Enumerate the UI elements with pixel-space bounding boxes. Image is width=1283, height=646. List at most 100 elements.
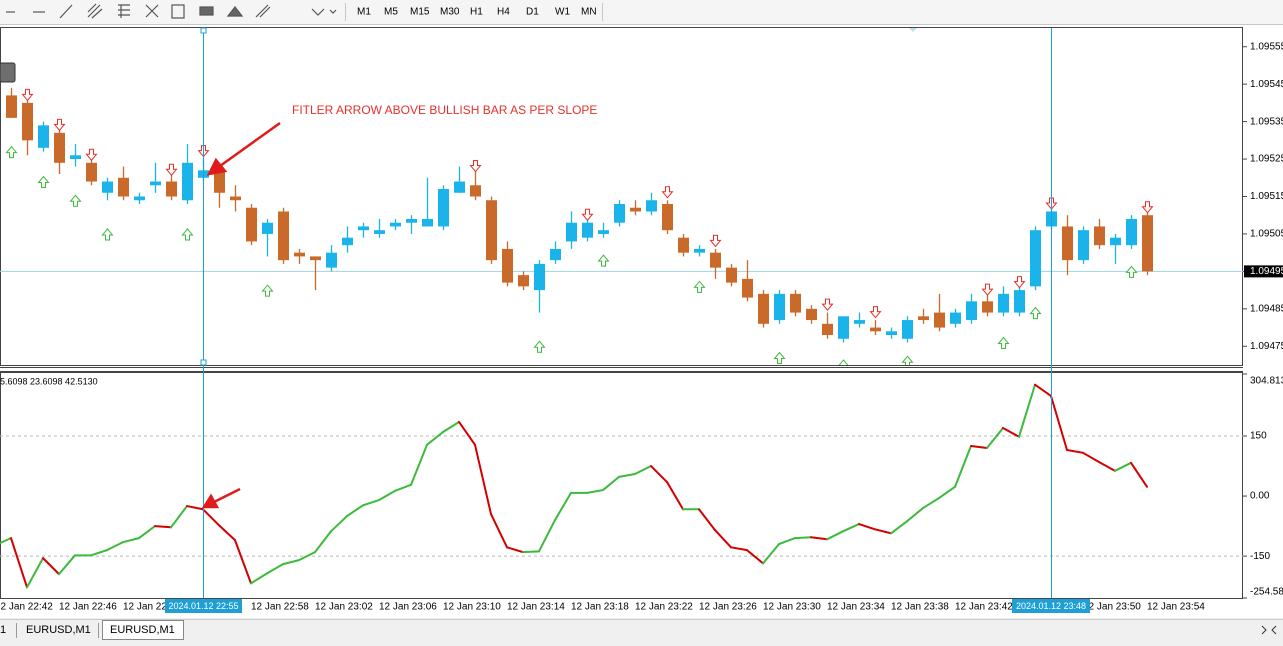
- active-tab[interactable]: [102, 620, 184, 640]
- tab[interactable]: EURUSD,M1: [110, 624, 175, 636]
- y-tick-label: 1.09475: [1250, 341, 1283, 352]
- candle-body: [630, 207, 641, 212]
- tool-text[interactable]: [171, 4, 185, 19]
- candle-body: [678, 237, 689, 253]
- indicator-segment: [522, 550, 540, 554]
- buy-arrow: [69, 194, 82, 207]
- tool-rectangle[interactable]: [199, 6, 214, 16]
- x-tick-label: 12 Jan 23:06: [379, 602, 437, 613]
- tool-arrows[interactable]: [311, 8, 337, 16]
- indicator-segment: [58, 554, 76, 576]
- indicator-segment: [778, 537, 796, 546]
- indicator-segment: [442, 420, 460, 433]
- current-price-label: 1.09495: [1250, 266, 1283, 277]
- tab[interactable]: 1: [0, 624, 6, 636]
- indicator-segment: [794, 536, 812, 540]
- tool-pitchfork[interactable]: [255, 4, 271, 18]
- cursor-handle[interactable]: [200, 359, 207, 366]
- candle-body: [742, 278, 753, 298]
- indicator-segment: [874, 528, 892, 535]
- indicator-segment: [666, 481, 684, 511]
- cursor-handle[interactable]: [200, 27, 207, 34]
- indicator-segment: [250, 572, 268, 585]
- y-tick-label: 1.09535: [1250, 116, 1283, 127]
- candle-body: [326, 252, 337, 268]
- candle-body: [582, 222, 593, 238]
- indicator-segment: [346, 504, 364, 518]
- indicator-segment: [1066, 449, 1084, 454]
- tool-channel[interactable]: [87, 3, 103, 19]
- indicator-segment: [554, 491, 572, 522]
- buy-arrow: [693, 280, 706, 293]
- indicator-segment: [10, 537, 28, 589]
- indicator-segment: [538, 519, 556, 553]
- cursor-time-box: [165, 599, 242, 613]
- buy-arrow: [597, 254, 610, 267]
- tool-triangle[interactable]: [226, 6, 244, 17]
- sell-arrow: [981, 283, 994, 296]
- candle-body: [854, 320, 865, 324]
- tool-gann[interactable]: [145, 4, 159, 18]
- cursor-time-box: [1012, 599, 1090, 613]
- timeframe-button[interactable]: M30: [440, 7, 460, 18]
- candle-body: [726, 267, 737, 283]
- indicator-segment: [426, 430, 444, 446]
- candle-body: [982, 301, 993, 313]
- timeframe-button[interactable]: MN: [581, 7, 597, 18]
- candle-body: [214, 170, 225, 193]
- candle-body: [918, 316, 929, 321]
- tab-scroll[interactable]: [1261, 625, 1277, 635]
- buy-arrow: [838, 359, 849, 365]
- sell-arrow: [581, 208, 594, 222]
- candle-body: [1110, 237, 1121, 246]
- candle-body: [438, 189, 449, 227]
- indicator-segment: [602, 475, 620, 492]
- timeframe-button[interactable]: D1: [526, 7, 539, 18]
- candle-body: [1062, 226, 1073, 261]
- indicator-segment: [362, 499, 380, 507]
- indicator-segment: [506, 546, 524, 554]
- indicator-segment: [170, 505, 188, 529]
- current-price-box: [1244, 265, 1283, 278]
- tab[interactable]: EURUSD,M1: [26, 624, 91, 636]
- tool-fibo[interactable]: [118, 4, 130, 18]
- indicator-segment: [122, 537, 140, 544]
- timeframe-button[interactable]: M5: [384, 7, 398, 18]
- x-tick-label: 12 Jan 23:50: [1083, 602, 1141, 613]
- buy-arrow: [181, 228, 194, 241]
- indicator-segment: [1114, 461, 1132, 472]
- timeframe-button[interactable]: W1: [555, 7, 570, 18]
- indicator-segment: [618, 473, 636, 478]
- scroll-marker: [909, 28, 917, 32]
- y-tick-label: 1.09555: [1250, 41, 1283, 52]
- indicator-segment: [826, 530, 844, 541]
- timeframe-button[interactable]: H4: [497, 7, 510, 18]
- indicator-segment: [154, 525, 172, 529]
- x-tick-label: 12 Jan 23:54: [1147, 602, 1205, 613]
- timeframe-button[interactable]: M1: [357, 7, 371, 18]
- tool-trendline[interactable]: [59, 4, 73, 19]
- candle-body: [710, 252, 721, 268]
- buy-arrow: [1029, 306, 1042, 320]
- toolbar: [0, 0, 1283, 24]
- x-tick-label: 12 Jan 22:58: [251, 602, 309, 613]
- cursor-time-label: 2024.01.12 22:55: [168, 601, 238, 611]
- timeframe-button[interactable]: H1: [470, 7, 483, 18]
- candle-body: [966, 301, 977, 321]
- x-tick-label: 12 Jan 23:42: [955, 602, 1013, 613]
- sell-arrow: [1141, 201, 1154, 214]
- candle-body: [102, 181, 113, 193]
- candle-body: [886, 331, 897, 336]
- candle-body: [934, 312, 945, 328]
- panel-button[interactable]: [0, 62, 16, 83]
- indicator-segment: [858, 523, 876, 531]
- candle-body: [70, 155, 81, 160]
- indicator-segment: [490, 513, 508, 549]
- y-tick-label: 150: [1250, 431, 1267, 442]
- timeframe-button[interactable]: M15: [410, 7, 430, 18]
- indicator-segment: [410, 443, 428, 486]
- indicator-segment: [762, 543, 780, 565]
- candle-body: [390, 222, 401, 227]
